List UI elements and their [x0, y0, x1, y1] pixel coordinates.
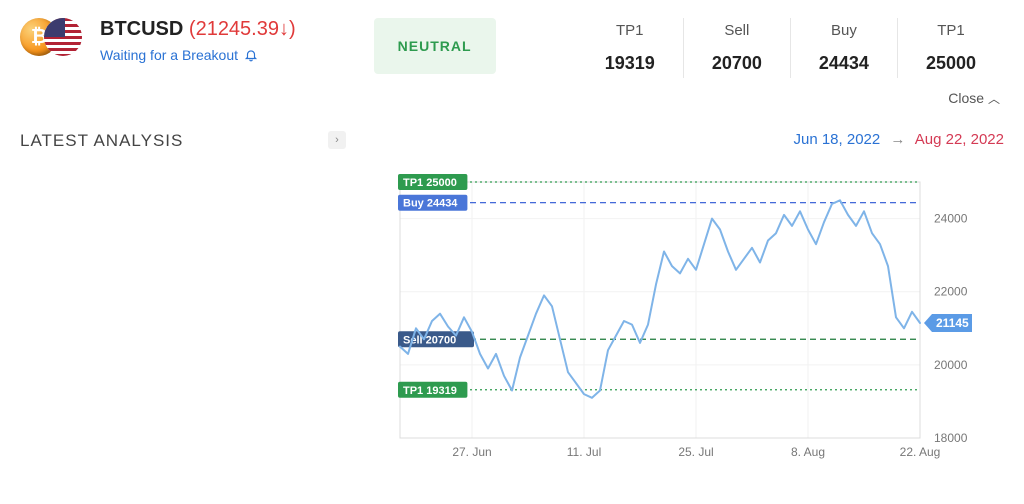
level-value: 19319 — [605, 53, 655, 74]
svg-text:22. Aug: 22. Aug — [900, 445, 941, 459]
signal-badge: NEUTRAL — [374, 18, 496, 74]
usd-flag-icon — [44, 18, 82, 56]
close-label: Close — [948, 90, 984, 106]
svg-text:11. Jul: 11. Jul — [567, 445, 601, 459]
analysis-title: LATEST ANALYSIS — [20, 131, 320, 151]
level-tp1-high: TP1 25000 — [897, 18, 1004, 78]
symbol-text: BTCUSD — [100, 18, 183, 40]
level-label: Sell — [712, 22, 762, 39]
waiting-label: Waiting for a Breakout — [100, 47, 238, 63]
close-toggle[interactable]: Close ︿ — [0, 86, 1024, 113]
svg-text:TP1 25000: TP1 25000 — [403, 177, 457, 189]
svg-text:22000: 22000 — [934, 285, 968, 299]
level-sell: Sell 20700 — [683, 18, 790, 78]
chevron-right-icon: › — [335, 134, 339, 146]
svg-text:27. Jun: 27. Jun — [452, 445, 491, 459]
level-label: TP1 — [926, 22, 976, 39]
date-to[interactable]: Aug 22, 2022 — [915, 131, 1004, 148]
pair-icon-group: ₿ — [20, 18, 82, 60]
symbol-block: BTCUSD (21245.39↓) Waiting for a Breakou… — [100, 18, 296, 65]
svg-text:21145: 21145 — [936, 316, 969, 330]
breakout-alert-link[interactable]: Waiting for a Breakout — [100, 47, 258, 63]
level-label: Buy — [819, 22, 869, 39]
arrow-right-icon: → — [890, 131, 905, 148]
level-buy: Buy 24434 — [790, 18, 897, 78]
price-chart[interactable]: 18000 20000 22000 24000 27. Jun 11. Jul 25. Ju… — [340, 158, 980, 468]
chevron-up-icon: ︿ — [988, 92, 1000, 106]
bell-icon — [244, 48, 258, 62]
svg-text:8. Aug: 8. Aug — [791, 445, 825, 459]
expand-chart-button[interactable]: › — [328, 131, 346, 149]
analysis-section: LATEST ANALYSIS › Jun 18, 2022 → Aug 22,… — [0, 113, 1024, 488]
date-from[interactable]: Jun 18, 2022 — [793, 131, 880, 148]
level-label: TP1 — [605, 22, 655, 39]
price-text: (21245.39↓) — [189, 18, 296, 40]
svg-text:Buy 24434: Buy 24434 — [403, 198, 458, 210]
level-value: 25000 — [926, 53, 976, 74]
date-range: Jun 18, 2022 → Aug 22, 2022 — [340, 131, 1004, 148]
svg-text:TP1 19319: TP1 19319 — [403, 385, 457, 397]
svg-text:18000: 18000 — [934, 431, 968, 445]
svg-text:20000: 20000 — [934, 358, 968, 372]
level-tp1-low: TP1 19319 — [577, 18, 683, 78]
chart-container: › Jun 18, 2022 → Aug 22, 2022 1800020000… — [340, 131, 1004, 468]
levels-group: TP1 19319 Sell 20700 Buy 24434 TP1 25000 — [577, 18, 1004, 78]
header-row: ₿ BTCUSD (21245.39↓) Waiting for a Break… — [0, 0, 1024, 86]
level-value: 20700 — [712, 53, 762, 74]
svg-text:24000: 24000 — [934, 212, 968, 226]
level-value: 24434 — [819, 53, 869, 74]
svg-text:25. Jul: 25. Jul — [678, 445, 713, 459]
